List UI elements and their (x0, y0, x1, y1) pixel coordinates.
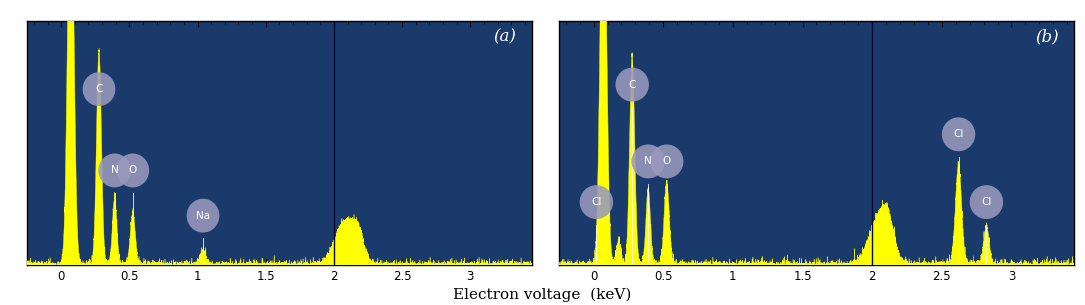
Ellipse shape (187, 199, 219, 233)
Text: O: O (129, 165, 137, 175)
Text: Na: Na (196, 211, 210, 221)
Ellipse shape (116, 153, 149, 187)
Ellipse shape (99, 153, 131, 187)
Text: N: N (111, 165, 118, 175)
Ellipse shape (942, 117, 975, 151)
Text: C: C (95, 84, 103, 94)
Ellipse shape (615, 68, 649, 102)
Ellipse shape (579, 185, 613, 219)
Ellipse shape (82, 72, 115, 106)
Ellipse shape (970, 185, 1004, 219)
Text: C: C (628, 80, 636, 90)
Text: Cl: Cl (981, 197, 992, 207)
Text: Cl: Cl (954, 129, 963, 139)
Text: (b): (b) (1035, 29, 1059, 46)
Ellipse shape (631, 145, 665, 178)
Text: N: N (644, 156, 652, 167)
Text: Cl: Cl (591, 197, 601, 207)
Ellipse shape (650, 145, 684, 178)
Text: O: O (663, 156, 671, 167)
Text: Electron voltage  (keV): Electron voltage (keV) (454, 288, 631, 302)
Text: (a): (a) (494, 29, 516, 46)
